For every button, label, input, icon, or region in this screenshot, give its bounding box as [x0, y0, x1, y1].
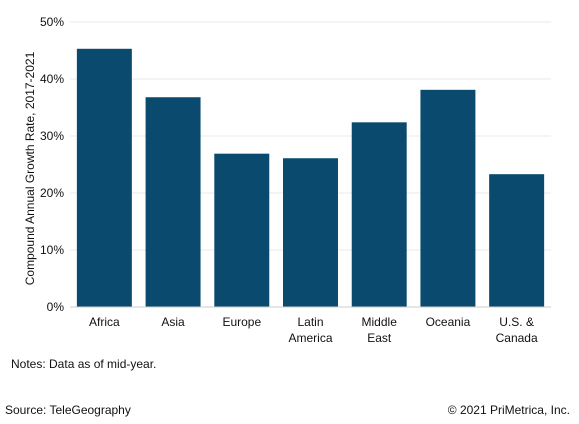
- bar: [214, 153, 270, 307]
- chart-notes: Notes: Data as of mid-year.: [11, 357, 157, 371]
- y-axis-ticks: 0% 10% 20% 30% 40% 50%: [40, 15, 64, 314]
- bar: [420, 89, 476, 307]
- bars: [76, 48, 545, 308]
- bar: [283, 158, 338, 307]
- source-credit: Source: TeleGeography: [5, 403, 131, 417]
- y-axis-title: Compound Annual Growth Rate, 2017-2021: [23, 51, 37, 285]
- y-tick-label: 20%: [40, 186, 64, 200]
- bar: [76, 48, 132, 307]
- y-tick-label: 40%: [40, 72, 64, 86]
- y-tick-label: 50%: [40, 15, 64, 29]
- x-tick-label: Asia: [161, 315, 185, 329]
- x-tick-label: Latin America: [288, 315, 332, 345]
- bar: [145, 97, 201, 308]
- copyright-notice: © 2021 PriMetrica, Inc.: [447, 403, 570, 417]
- y-tick-label: 30%: [40, 129, 64, 143]
- y-tick-label: 10%: [40, 243, 64, 257]
- x-tick-label: Africa: [89, 315, 120, 329]
- bar: [351, 122, 407, 307]
- x-axis-labels: Africa Asia Europe Latin America Middle East Oc…: [89, 315, 538, 345]
- x-tick-label: U.S. & Canada: [496, 315, 538, 345]
- x-tick-label: Europe: [222, 315, 261, 329]
- x-tick-label: Middle East: [362, 315, 398, 345]
- bar: [489, 174, 545, 307]
- y-tick-label: 0%: [47, 300, 65, 314]
- x-tick-label: Oceania: [426, 315, 471, 329]
